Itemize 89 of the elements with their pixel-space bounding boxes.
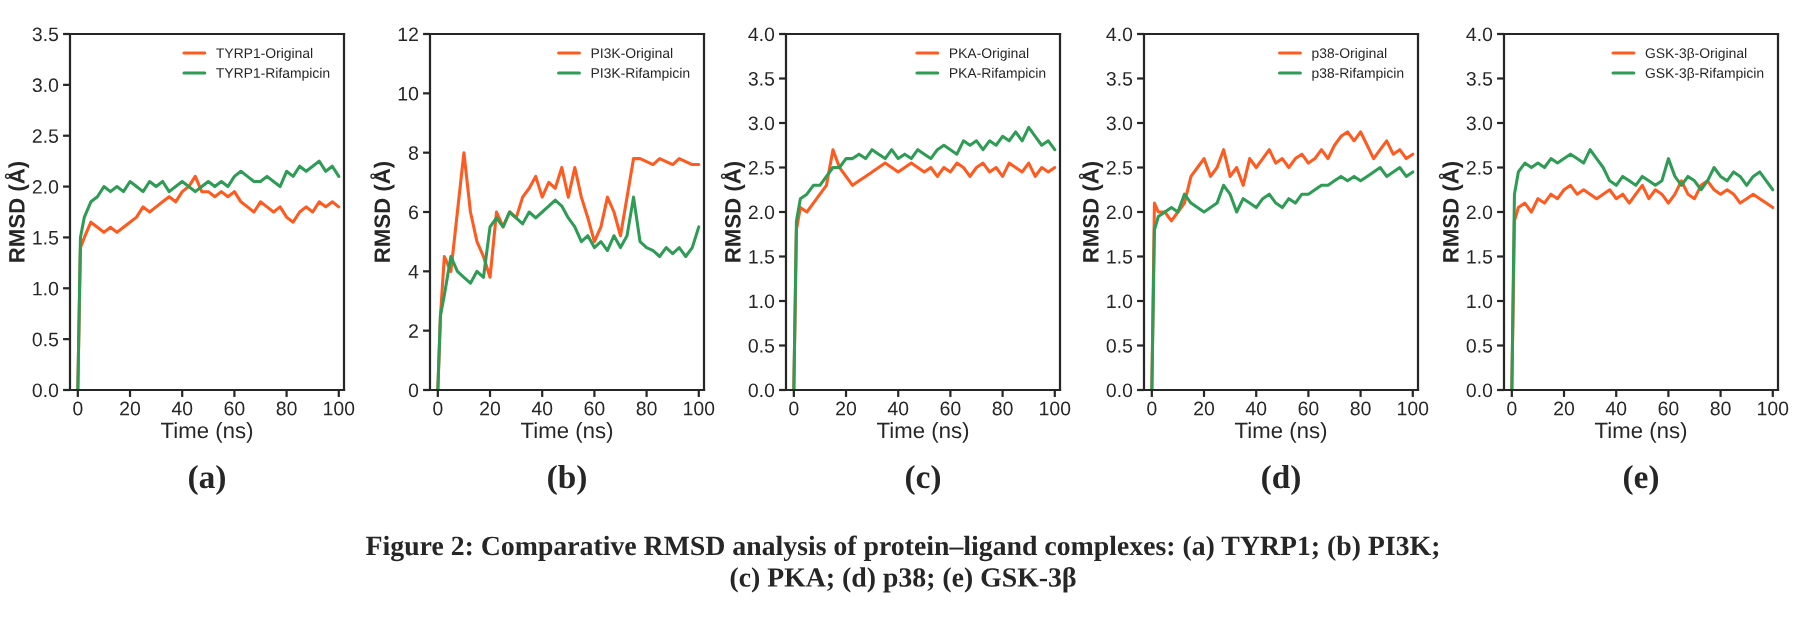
x-tick-label: 40 bbox=[171, 401, 193, 416]
y-tick-label: 1.0 bbox=[1467, 294, 1493, 309]
x-tick-label: 60 bbox=[940, 401, 961, 416]
y-tick-label: 3.5 bbox=[1466, 71, 1493, 86]
y-axis-title: RMSD (Å) bbox=[1078, 161, 1104, 262]
text: (a) bbox=[189, 464, 225, 496]
x-tick-label: 0 bbox=[73, 401, 83, 416]
y-tick-label: 1.5 bbox=[749, 250, 775, 264]
x-axis-title: Time (ns) bbox=[1595, 422, 1687, 443]
y-tick-label: 6 bbox=[409, 205, 419, 220]
text: (b) bbox=[548, 464, 586, 496]
line-series bbox=[436, 195, 701, 390]
y-tick-label: 8 bbox=[408, 146, 419, 160]
y-tick-label: 2.0 bbox=[32, 180, 59, 194]
y-tick-label: 4.0 bbox=[1106, 27, 1133, 42]
x-tick-label: 80 bbox=[636, 401, 657, 416]
x-tick-label: 20 bbox=[1554, 401, 1575, 416]
y-tick-label: 1.0 bbox=[1107, 294, 1133, 309]
x-tick-label: 100 bbox=[1040, 401, 1071, 416]
y-tick-label: 2 bbox=[409, 324, 418, 338]
y-tick-label: 0.0 bbox=[32, 383, 59, 398]
caption: Figure 2: Comparative RMSD analysis of protein–ligand complexes: (a) TYRP1; (b) PI3K; (c) PKA; (d) p38; (e) GSK-3β bbox=[366, 535, 1439, 593]
y-tick-label: 0.5 bbox=[32, 332, 59, 347]
x-tick-label: 80 bbox=[276, 401, 297, 416]
text: (c) bbox=[905, 464, 941, 496]
y-tick-label: 1.5 bbox=[1107, 250, 1133, 264]
y-tick-label: 2.0 bbox=[748, 205, 775, 220]
y-tick-label: 3.0 bbox=[32, 78, 59, 93]
x-tick-label: 40 bbox=[531, 401, 553, 416]
y-tick-label: 12 bbox=[398, 27, 418, 42]
y-tick-label: 3.5 bbox=[32, 27, 59, 42]
x-tick-label: 100 bbox=[324, 401, 355, 416]
x-axis-title: Time (ns) bbox=[521, 422, 613, 443]
x-tick-label: 20 bbox=[836, 401, 857, 416]
x-tick-label: 80 bbox=[992, 401, 1013, 416]
y-tick-label: 2.5 bbox=[32, 129, 59, 143]
x-tick-label: 80 bbox=[1350, 401, 1371, 416]
x-axis-title: Time (ns) bbox=[161, 422, 253, 443]
x-tick-label: 40 bbox=[1605, 401, 1627, 416]
x-tick-label: 20 bbox=[1194, 401, 1215, 416]
x-tick-label: 20 bbox=[120, 401, 141, 416]
text: (e) bbox=[1623, 464, 1659, 496]
y-axis-title: RMSD (Å) bbox=[4, 161, 30, 262]
y-tick-label: 1.5 bbox=[1467, 250, 1493, 264]
y-tick-label: 4.0 bbox=[1466, 27, 1493, 42]
y-tick-label: 3.0 bbox=[1466, 116, 1493, 131]
x-tick-label: 60 bbox=[224, 401, 245, 416]
y-tick-label: 0.0 bbox=[1106, 383, 1133, 398]
y-tick-label: 0.5 bbox=[748, 338, 775, 353]
y-tick-label: 4.0 bbox=[748, 27, 775, 42]
y-axis-title: RMSD (Å) bbox=[1438, 161, 1464, 262]
x-tick-label: 80 bbox=[1710, 401, 1731, 416]
x-tick-label: 100 bbox=[1398, 401, 1429, 416]
x-tick-label: 0 bbox=[789, 401, 799, 416]
y-tick-label: 10 bbox=[398, 86, 419, 101]
text: (d) bbox=[1262, 464, 1300, 496]
y-tick-label: 3.5 bbox=[1106, 71, 1133, 86]
x-tick-label: 0 bbox=[1507, 401, 1517, 416]
x-tick-label: 100 bbox=[1758, 401, 1789, 416]
x-tick-label: 40 bbox=[1245, 401, 1267, 416]
x-tick-label: 0 bbox=[433, 401, 443, 416]
y-tick-label: 2.5 bbox=[748, 160, 775, 175]
x-tick-label: 60 bbox=[1658, 401, 1679, 416]
y-tick-label: 2.5 bbox=[1466, 160, 1493, 175]
y-tick-label: 1.5 bbox=[33, 231, 59, 245]
x-tick-label: 60 bbox=[584, 401, 605, 416]
y-tick-label: 0.0 bbox=[1466, 383, 1493, 398]
y-tick-label: 1.0 bbox=[33, 281, 59, 296]
y-tick-label: 0.5 bbox=[1106, 338, 1133, 353]
y-axis-title: RMSD (Å) bbox=[370, 161, 395, 262]
y-tick-label: 2.0 bbox=[1106, 205, 1133, 220]
y-tick-label: 0.0 bbox=[748, 383, 775, 398]
x-tick-label: 40 bbox=[887, 401, 909, 416]
y-tick-label: 4 bbox=[408, 265, 419, 279]
y-tick-label: 2.0 bbox=[1466, 205, 1493, 220]
x-tick-label: 60 bbox=[1298, 401, 1319, 416]
x-tick-label: 0 bbox=[1147, 401, 1157, 416]
y-tick-label: 0 bbox=[408, 383, 419, 398]
x-tick-label: 100 bbox=[684, 401, 715, 416]
y-axis-title: RMSD (Å) bbox=[720, 161, 746, 262]
y-tick-label: 3.0 bbox=[1106, 116, 1133, 131]
x-axis-title: Time (ns) bbox=[1235, 422, 1327, 443]
x-tick-label: 20 bbox=[480, 401, 501, 416]
x-axis-title: Time (ns) bbox=[877, 422, 969, 443]
y-tick-label: 3.0 bbox=[748, 116, 775, 131]
y-tick-label: 2.5 bbox=[1106, 160, 1133, 175]
y-tick-label: 1.0 bbox=[749, 294, 775, 309]
y-tick-label: 3.5 bbox=[748, 71, 775, 86]
y-tick-label: 0.5 bbox=[1466, 338, 1493, 353]
